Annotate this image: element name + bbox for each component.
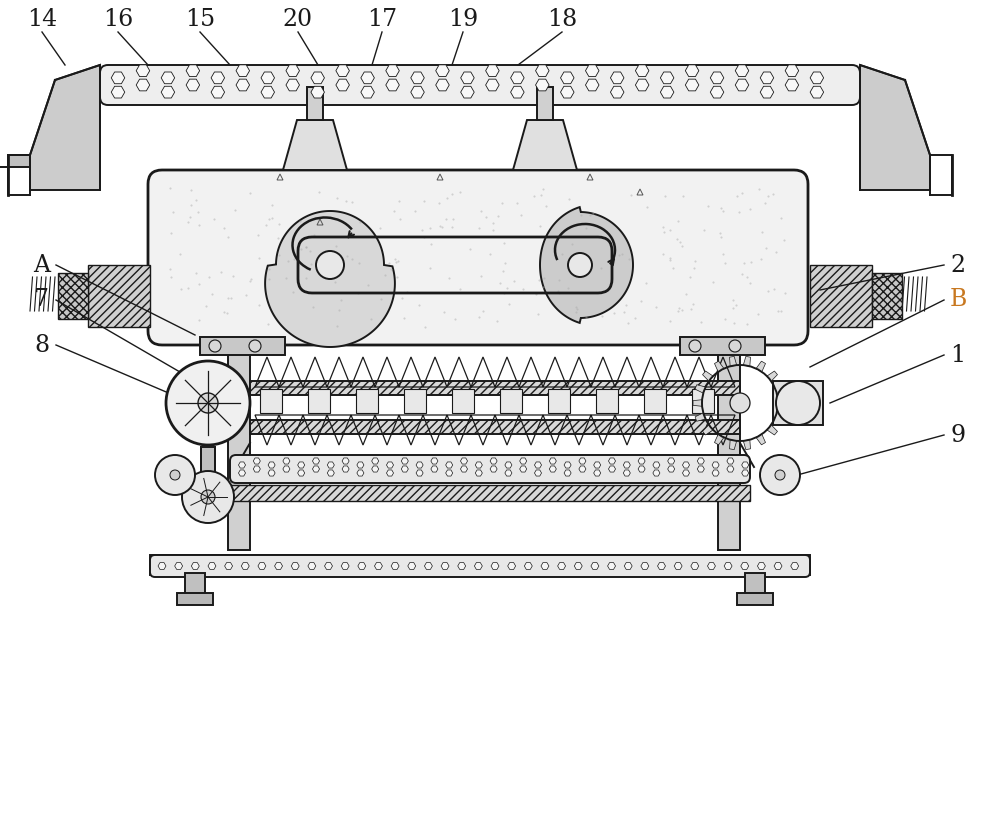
FancyBboxPatch shape [250, 420, 740, 434]
Circle shape [170, 470, 180, 480]
FancyBboxPatch shape [230, 455, 750, 483]
FancyBboxPatch shape [644, 389, 666, 413]
FancyBboxPatch shape [150, 555, 810, 575]
FancyBboxPatch shape [500, 389, 522, 413]
Circle shape [209, 340, 221, 352]
Text: 2: 2 [950, 254, 966, 276]
Circle shape [689, 340, 701, 352]
Circle shape [568, 253, 592, 277]
FancyBboxPatch shape [680, 337, 765, 355]
FancyBboxPatch shape [228, 340, 250, 550]
FancyBboxPatch shape [260, 389, 282, 413]
FancyBboxPatch shape [230, 485, 750, 501]
Text: 19: 19 [448, 8, 478, 32]
Polygon shape [860, 65, 930, 190]
FancyBboxPatch shape [201, 447, 215, 497]
Circle shape [201, 490, 215, 504]
FancyBboxPatch shape [810, 265, 872, 327]
Text: 1: 1 [950, 343, 966, 367]
FancyBboxPatch shape [548, 389, 570, 413]
Circle shape [760, 455, 800, 495]
Polygon shape [714, 362, 724, 372]
FancyBboxPatch shape [308, 389, 330, 413]
Text: 9: 9 [950, 423, 966, 447]
Circle shape [776, 381, 820, 425]
Polygon shape [703, 371, 713, 382]
Circle shape [730, 393, 750, 413]
Text: 18: 18 [547, 8, 577, 32]
Text: 16: 16 [103, 8, 133, 32]
Circle shape [166, 361, 250, 445]
Polygon shape [767, 425, 777, 435]
FancyBboxPatch shape [537, 87, 553, 120]
Text: 17: 17 [367, 8, 397, 32]
FancyBboxPatch shape [692, 389, 714, 413]
FancyBboxPatch shape [250, 381, 740, 395]
Text: 8: 8 [34, 333, 50, 357]
FancyBboxPatch shape [404, 389, 426, 413]
Polygon shape [703, 425, 713, 435]
Polygon shape [743, 440, 750, 449]
Polygon shape [767, 371, 777, 382]
Text: 7: 7 [34, 289, 50, 311]
FancyBboxPatch shape [872, 273, 902, 319]
Polygon shape [756, 362, 766, 372]
Polygon shape [30, 65, 100, 190]
Polygon shape [743, 357, 750, 367]
Circle shape [316, 251, 344, 279]
FancyBboxPatch shape [150, 555, 810, 577]
FancyBboxPatch shape [596, 389, 618, 413]
Polygon shape [540, 207, 633, 323]
Polygon shape [774, 412, 785, 422]
FancyBboxPatch shape [452, 389, 474, 413]
FancyBboxPatch shape [745, 573, 765, 595]
Polygon shape [730, 357, 737, 367]
Polygon shape [695, 385, 706, 393]
Polygon shape [283, 120, 347, 170]
Circle shape [155, 455, 195, 495]
Text: B: B [949, 289, 967, 311]
FancyBboxPatch shape [356, 389, 378, 413]
Polygon shape [778, 400, 787, 407]
Text: 20: 20 [283, 8, 313, 32]
Circle shape [775, 470, 785, 480]
FancyBboxPatch shape [185, 573, 205, 595]
FancyBboxPatch shape [88, 265, 150, 327]
FancyBboxPatch shape [737, 593, 773, 605]
Polygon shape [8, 155, 30, 167]
Circle shape [198, 393, 218, 413]
FancyBboxPatch shape [177, 593, 213, 605]
Text: 15: 15 [185, 8, 215, 32]
Polygon shape [756, 434, 766, 445]
Polygon shape [693, 400, 702, 407]
Text: 14: 14 [27, 8, 57, 32]
Polygon shape [695, 412, 706, 422]
FancyBboxPatch shape [773, 381, 823, 425]
FancyBboxPatch shape [718, 340, 740, 550]
Text: A: A [34, 254, 50, 276]
Polygon shape [730, 440, 737, 449]
FancyBboxPatch shape [58, 273, 88, 319]
Circle shape [182, 471, 234, 523]
FancyBboxPatch shape [100, 65, 860, 105]
Circle shape [249, 340, 261, 352]
FancyBboxPatch shape [148, 170, 808, 345]
Polygon shape [714, 434, 724, 445]
Polygon shape [265, 211, 395, 347]
Circle shape [729, 340, 741, 352]
Polygon shape [513, 120, 577, 170]
FancyBboxPatch shape [200, 337, 285, 355]
Polygon shape [774, 385, 785, 393]
FancyBboxPatch shape [307, 87, 323, 120]
